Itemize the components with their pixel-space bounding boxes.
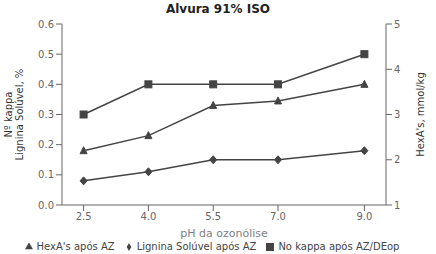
html-text:Lignina Solúvel após AZ: Lignina Solúvel após AZ [136,241,257,252]
svg-text:5.5: 5.5 [205,211,221,222]
svg-text:0.2: 0.2 [38,139,54,150]
svg-text:0.1: 0.1 [38,169,54,180]
svg-text:2: 2 [394,154,400,165]
svg-text:3: 3 [394,109,400,120]
svg-text:0.3: 0.3 [38,109,54,120]
svg-text:5: 5 [394,19,400,30]
svg-text:0.0: 0.0 [38,200,54,211]
svg-text:4.0: 4.0 [140,211,156,222]
html-text:No kappa após AZ/DEop: No kappa após AZ/DEop [278,241,400,252]
html-text:Alvura 91% ISO: Alvura 91% ISO [165,2,271,16]
svg-text:7.0: 7.0 [270,211,286,222]
svg-text:9.0: 9.0 [356,211,372,222]
svg-text:2.5: 2.5 [76,211,92,222]
svg-text:0.6: 0.6 [38,19,54,30]
html-text:HexA's após AZ: HexA's após AZ [36,241,115,252]
svg-text:4: 4 [394,64,400,75]
svg-text:0.5: 0.5 [38,49,54,60]
svg-text:1: 1 [394,200,400,211]
svg-text:Nº kappaLignina Solúvel, %: Nº kappaLignina Solúvel, % [8,69,25,161]
svg-text:pH da ozonólise: pH da ozonólise [180,227,268,240]
svg-text:HexA's, mmol/kg: HexA's, mmol/kg [415,72,426,156]
svg-text:0.4: 0.4 [38,79,54,90]
